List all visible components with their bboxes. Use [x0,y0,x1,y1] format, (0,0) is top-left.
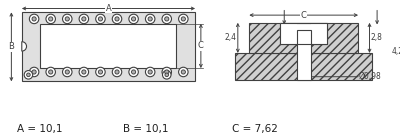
Text: B: B [8,42,14,51]
Text: A: A [106,4,111,13]
Bar [296,30,311,80]
Circle shape [165,70,169,74]
Text: C: C [301,11,307,20]
Text: A = 10,1: A = 10,1 [17,124,62,134]
Circle shape [146,14,155,24]
Circle shape [98,17,102,21]
Circle shape [96,14,105,24]
Circle shape [178,67,188,77]
Text: C = 7,62: C = 7,62 [232,124,278,134]
Circle shape [24,71,33,79]
Text: Ø0,98: Ø0,98 [359,72,382,81]
Circle shape [112,14,122,24]
Bar [235,53,372,80]
Text: 2,4: 2,4 [225,33,237,42]
Circle shape [62,67,72,77]
Text: C: C [198,41,204,50]
Circle shape [65,17,69,21]
Circle shape [115,17,119,21]
Text: 2,8: 2,8 [370,33,382,42]
Circle shape [96,67,105,77]
Circle shape [112,67,122,77]
Circle shape [46,14,56,24]
Text: 4,2: 4,2 [391,47,400,56]
Circle shape [65,70,69,74]
Circle shape [165,17,169,21]
Circle shape [146,67,155,77]
Circle shape [181,17,186,21]
Bar [249,23,358,53]
Circle shape [181,70,186,74]
Circle shape [62,14,72,24]
Circle shape [129,14,138,24]
Circle shape [82,17,86,21]
Bar [280,23,327,44]
Wedge shape [22,42,26,51]
Circle shape [27,73,30,77]
Circle shape [165,73,168,77]
Circle shape [98,70,102,74]
Circle shape [49,17,53,21]
Circle shape [148,70,152,74]
Circle shape [148,17,152,21]
Circle shape [162,14,172,24]
Circle shape [32,17,36,21]
Circle shape [162,71,171,79]
Bar [280,23,327,44]
Circle shape [32,70,36,74]
Circle shape [132,17,136,21]
Circle shape [79,67,88,77]
Circle shape [129,67,138,77]
Text: B = 10,1: B = 10,1 [123,124,169,134]
Bar [40,24,176,68]
Circle shape [49,70,53,74]
Bar [280,23,296,44]
Circle shape [29,14,39,24]
Bar [22,12,195,81]
Circle shape [162,67,172,77]
Circle shape [82,70,86,74]
Bar [311,23,327,44]
Circle shape [79,14,88,24]
Circle shape [132,70,136,74]
Circle shape [46,67,56,77]
Circle shape [29,67,39,77]
Circle shape [178,14,188,24]
Circle shape [115,70,119,74]
